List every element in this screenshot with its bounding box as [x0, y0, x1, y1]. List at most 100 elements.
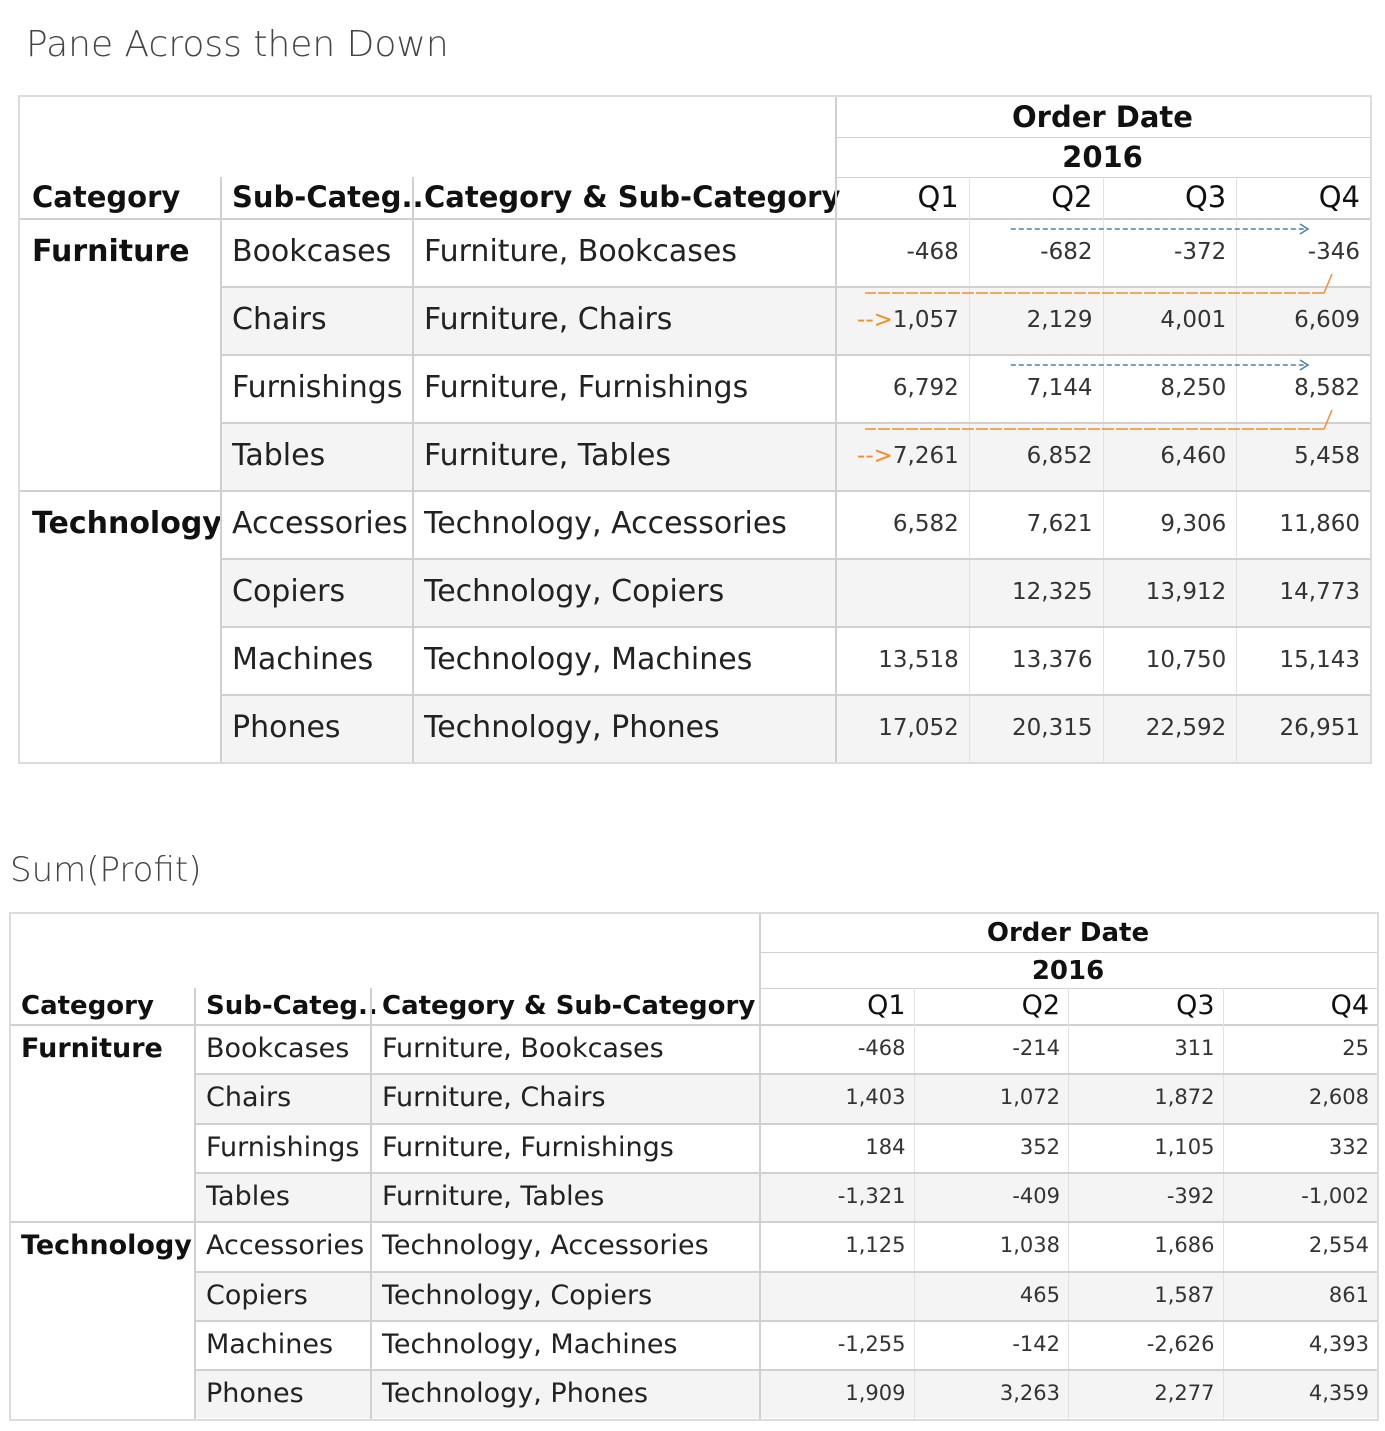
value-cell: 8,582: [1236, 354, 1360, 422]
value-cell: -682: [969, 218, 1093, 286]
value-text: 7,621: [1026, 511, 1093, 537]
category-sub-category-label: Technology, Machines: [424, 642, 753, 677]
row-header-category: Category: [32, 180, 181, 214]
value-text: 26,951: [1279, 715, 1360, 741]
value-text: -682: [1040, 239, 1093, 265]
value-cell: -468: [835, 218, 959, 286]
column-divider: [1236, 177, 1238, 762]
value-cell: 311: [1068, 1024, 1214, 1073]
value-cell: 7,144: [969, 354, 1093, 422]
value-text: 3,263: [999, 1381, 1060, 1406]
chart-title-sum-profit: Sum(Profit): [10, 850, 202, 890]
header-rule: [11, 1024, 1377, 1026]
row-divider: [220, 558, 1370, 560]
value-cell: 8,250: [1103, 354, 1226, 422]
value-cell: -214: [914, 1024, 1060, 1073]
row-divider: [194, 1122, 1377, 1125]
value-cell: 4,359: [1223, 1369, 1369, 1418]
row-band: [220, 422, 1370, 490]
sub-category-label: Bookcases: [206, 1033, 350, 1064]
value-text: 2,277: [1154, 1381, 1215, 1406]
row-divider: [194, 1319, 1377, 1322]
value-text: 13,518: [878, 647, 959, 673]
category-sub-category-label: Furniture, Chairs: [382, 1082, 606, 1114]
row-band: [220, 558, 1370, 626]
sub-category-label: Machines: [232, 642, 374, 677]
value-text: 2,608: [1308, 1085, 1369, 1110]
value-cell: 13,912: [1103, 558, 1226, 626]
value-text: 10,750: [1145, 647, 1227, 673]
column-header-quarter: Q1: [917, 180, 959, 214]
value-cell: 6,582: [835, 490, 959, 558]
category-sub-category-label: Technology, Phones: [382, 1378, 649, 1410]
column-header-year: 2016: [1062, 140, 1143, 174]
value-text: 6,460: [1160, 443, 1227, 469]
column-header-order-date: Order Date: [986, 918, 1150, 948]
value-cell: 14,773: [1236, 558, 1360, 626]
row-divider: [220, 694, 1370, 696]
value-cell: 861: [1223, 1271, 1369, 1320]
value-text: -468: [857, 1036, 906, 1060]
arrow-prefix: -->: [857, 443, 893, 469]
category-sub-category-label: Furniture, Furnishings: [382, 1131, 674, 1163]
value-cell: 2,554: [1223, 1221, 1369, 1270]
value-text: -1,255: [837, 1331, 906, 1356]
sub-category-label: Tables: [206, 1180, 290, 1212]
row-divider: [11, 1221, 1377, 1224]
value-text: 17,052: [878, 715, 959, 741]
value-text: 1,057: [892, 307, 959, 333]
value-text: 1,872: [1154, 1085, 1215, 1110]
row-divider: [220, 354, 1370, 356]
value-text: 6,792: [892, 375, 959, 401]
value-cell: 26,951: [1236, 694, 1360, 762]
value-cell: 13,376: [969, 626, 1092, 694]
crosstab-sum-profit: Category Sub-Categ.. Category & Sub-Catego…: [9, 912, 1379, 1421]
value-text: 1,125: [845, 1233, 906, 1258]
row-band: [194, 1369, 1377, 1419]
value-text: 1,105: [1154, 1134, 1215, 1159]
column-header-quarter: Q2: [1021, 990, 1060, 1021]
value-text: 15,143: [1279, 647, 1360, 673]
value-cell: 12,325: [969, 558, 1092, 626]
column-header-year: 2016: [1031, 956, 1105, 986]
value-cell: 1,872: [1068, 1073, 1215, 1122]
value-cell: 1,038: [914, 1221, 1060, 1270]
value-text: 861: [1328, 1282, 1369, 1307]
sub-category-label: Tables: [232, 438, 326, 473]
value-cell: 17,052: [835, 694, 959, 762]
sub-category-label: Chairs: [206, 1082, 292, 1114]
value-text: 4,393: [1308, 1331, 1369, 1356]
value-text: 20,315: [1012, 715, 1093, 741]
value-text: 4,359: [1308, 1381, 1369, 1406]
sub-category-label: Phones: [206, 1378, 304, 1410]
value-cell: 3,263: [914, 1369, 1060, 1418]
value-text: -214: [1012, 1036, 1060, 1060]
value-cell: 5,458: [1236, 422, 1360, 490]
row-header-sub-category: Sub-Categ..: [232, 180, 424, 214]
value-text: 465: [1019, 1282, 1060, 1307]
value-text: 1,403: [845, 1085, 906, 1110]
column-divider: [913, 988, 915, 1419]
column-divider: [220, 177, 222, 762]
row-band: [194, 1073, 1377, 1123]
row-divider: [20, 490, 1370, 492]
row-divider: [220, 422, 1370, 424]
value-text: 8,582: [1294, 375, 1360, 401]
column-header-order-date: Order Date: [1012, 100, 1193, 134]
value-cell: 1,686: [1068, 1221, 1214, 1270]
sub-category-label: Accessories: [206, 1230, 365, 1262]
value-cell: 465: [914, 1271, 1060, 1320]
value-cell: 22,592: [1103, 694, 1226, 762]
column-header-quarter: Q3: [1184, 180, 1227, 214]
sub-category-label: Accessories: [232, 506, 408, 541]
value-cell: 25: [1223, 1024, 1369, 1073]
value-text: -468: [906, 239, 959, 265]
value-cell: 332: [1223, 1123, 1369, 1172]
sub-category-label: Chairs: [232, 302, 327, 337]
category-sub-category-label: Technology, Phones: [424, 710, 720, 745]
value-cell: -->1,057: [835, 286, 959, 354]
value-cell: 13,518: [835, 626, 959, 694]
column-divider: [194, 988, 196, 1419]
row-band: [220, 286, 1370, 354]
value-text: -392: [1166, 1183, 1215, 1208]
